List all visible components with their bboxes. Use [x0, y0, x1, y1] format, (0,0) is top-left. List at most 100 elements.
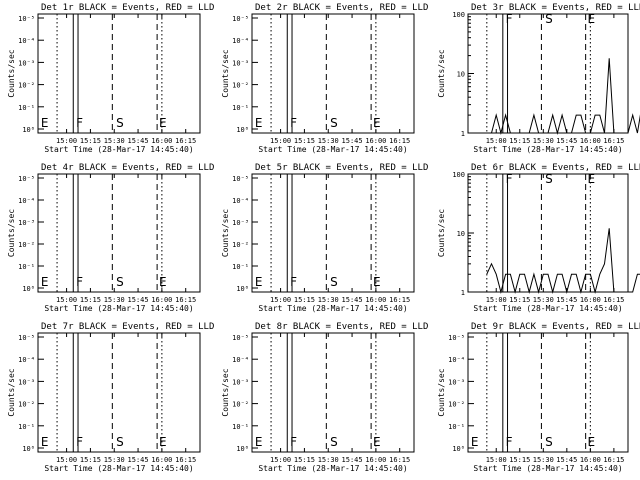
x-tick-label: 16:15	[603, 296, 624, 304]
x-tick-label: 15:15	[80, 456, 101, 464]
x-axis-label: Start Time (28-Mar-17 14:45:40)	[258, 304, 407, 313]
y-tick-label: 10⁻²	[18, 82, 35, 90]
y-tick-label: 10⁻¹	[18, 104, 35, 112]
y-tick-label: 10⁻⁴	[232, 356, 249, 364]
y-tick-label: 1	[461, 289, 465, 297]
x-tick-label: 15:30	[104, 456, 125, 464]
x-tick-label: 15:15	[294, 137, 315, 145]
y-tick-label: 10⁻³	[232, 219, 249, 227]
x-tick-label: 15:30	[104, 137, 125, 145]
y-axis-label: Counts/sec	[7, 209, 16, 257]
y-tick-label: 10	[457, 71, 465, 79]
y-tick-label: 10⁻⁵	[18, 334, 35, 342]
x-tick-label: 15:00	[56, 456, 77, 464]
x-tick-label: 15:30	[533, 137, 554, 145]
event-marker-label: E	[373, 435, 381, 449]
panel-title: Det 6r BLACK = Events, RED = LLD	[471, 163, 640, 173]
events-series-line	[486, 228, 640, 294]
x-tick-label: 15:15	[509, 456, 530, 464]
y-axis-label: Counts/sec	[7, 368, 16, 416]
event-marker-label: F	[506, 172, 513, 186]
x-tick-label: 16:00	[365, 456, 386, 464]
plot-frame	[37, 332, 201, 453]
x-tick-label: 15:45	[556, 296, 577, 304]
y-tick-label: 10⁻²	[18, 401, 35, 409]
x-tick-label: 16:15	[175, 456, 196, 464]
x-tick-label: 16:00	[365, 296, 386, 304]
event-marker-label: F	[290, 275, 297, 289]
event-marker-label: S	[330, 275, 338, 289]
y-tick-label: 10⁻³	[18, 219, 35, 227]
x-tick-label: 15:15	[294, 456, 315, 464]
event-marker-label: S	[545, 172, 553, 186]
x-tick-label: 15:15	[80, 137, 101, 145]
event-marker-label: E	[41, 275, 49, 289]
panel-title: Det 1r BLACK = Events, RED = LLD	[41, 3, 214, 13]
event-marker-label: F	[506, 12, 513, 26]
y-tick-label: 10⁻¹	[18, 263, 35, 271]
y-tick-label: 10⁻⁵	[232, 15, 249, 23]
x-tick-label: 16:15	[389, 456, 410, 464]
y-tick-label: 100	[452, 11, 465, 19]
event-marker-label: E	[588, 172, 596, 186]
y-axis-label: Counts/sec	[221, 49, 230, 97]
x-tick-label: 15:30	[533, 296, 554, 304]
y-tick-label: 10⁰	[22, 285, 35, 293]
y-tick-label: 100	[452, 171, 465, 179]
x-tick-label: 15:00	[56, 296, 77, 304]
x-tick-label: 16:15	[175, 296, 196, 304]
y-tick-label: 10⁻¹	[232, 263, 249, 271]
x-axis-label: Start Time (28-Mar-17 14:45:40)	[473, 304, 622, 313]
x-tick-label: 16:15	[175, 137, 196, 145]
x-tick-label: 16:15	[603, 137, 624, 145]
x-tick-label: 16:00	[151, 137, 172, 145]
x-tick-label: 15:45	[342, 456, 363, 464]
x-tick-label: 15:45	[342, 137, 363, 145]
x-tick-label: 15:30	[104, 296, 125, 304]
x-axis-label: Start Time (28-Mar-17 14:45:40)	[473, 464, 622, 473]
event-marker-label: F	[290, 116, 297, 130]
y-tick-label: 10⁻³	[448, 378, 465, 386]
y-tick-label: 10⁻¹	[232, 423, 249, 431]
detector-panel: Det 4r BLACK = Events, RED = LLD 15:00 15:…	[7, 163, 214, 313]
events-series-line	[486, 58, 640, 135]
event-marker-label: E	[159, 116, 167, 130]
y-tick-label: 10⁻⁴	[232, 37, 249, 45]
event-marker-label: F	[76, 435, 83, 449]
x-tick-label: 15:45	[556, 456, 577, 464]
event-marker-label: S	[330, 435, 338, 449]
plot-frame	[37, 173, 201, 293]
x-tick-label: 16:00	[580, 296, 601, 304]
y-tick-label: 10⁻⁵	[448, 334, 465, 342]
plot-frame	[251, 332, 415, 453]
event-marker-label: E	[159, 275, 167, 289]
event-marker-label: E	[255, 116, 263, 130]
x-tick-label: 15:00	[270, 456, 291, 464]
x-tick-label: 15:00	[270, 137, 291, 145]
y-tick-label: 10⁰	[236, 126, 249, 134]
x-tick-label: 15:00	[486, 137, 507, 145]
y-tick-label: 10⁻²	[232, 82, 249, 90]
y-tick-label: 10⁻¹	[232, 104, 249, 112]
x-axis-label: Start Time (28-Mar-17 14:45:40)	[44, 145, 193, 154]
x-axis-label: Start Time (28-Mar-17 14:45:40)	[44, 464, 193, 473]
x-tick-label: 15:30	[318, 137, 339, 145]
y-axis-label: Counts/sec	[7, 49, 16, 97]
y-tick-label: 10⁰	[452, 445, 465, 453]
x-tick-label: 15:00	[270, 296, 291, 304]
y-tick-label: 10⁻²	[232, 241, 249, 249]
y-axis-label: Counts/sec	[437, 209, 446, 257]
x-tick-label: 16:15	[603, 456, 624, 464]
panel-title: Det 4r BLACK = Events, RED = LLD	[41, 163, 214, 173]
panel-title: Det 9r BLACK = Events, RED = LLD	[471, 322, 640, 332]
y-tick-label: 10⁻¹	[18, 423, 35, 431]
x-tick-label: 15:30	[318, 296, 339, 304]
x-tick-label: 16:00	[580, 456, 601, 464]
y-tick-label: 10⁰	[236, 445, 249, 453]
